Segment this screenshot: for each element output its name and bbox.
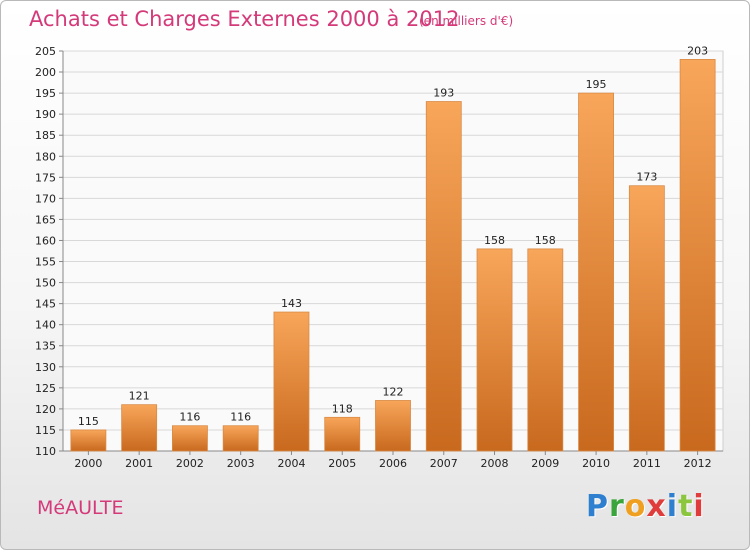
bar bbox=[375, 400, 411, 452]
x-tick-label: 2001 bbox=[125, 457, 153, 470]
x-tick-label: 2009 bbox=[531, 457, 559, 470]
bar bbox=[172, 425, 208, 452]
x-tick-label: 2005 bbox=[328, 457, 356, 470]
bar bbox=[578, 92, 614, 452]
bar bbox=[222, 425, 259, 452]
bar-value-label: 195 bbox=[586, 78, 607, 91]
bar bbox=[121, 404, 158, 452]
bar-value-label: 158 bbox=[484, 234, 505, 247]
bar-value-label: 115 bbox=[78, 415, 99, 428]
bar-value-label: 116 bbox=[230, 411, 251, 424]
x-tick-label: 2011 bbox=[633, 457, 661, 470]
bar-value-label: 118 bbox=[332, 402, 353, 415]
bar-value-label: 121 bbox=[129, 390, 150, 403]
y-tick-label: 135 bbox=[35, 340, 56, 353]
x-tick-label: 2002 bbox=[176, 457, 204, 470]
chart-title: Achats et Charges Externes 2000 à 2012 bbox=[29, 7, 460, 31]
bar-value-label: 203 bbox=[687, 44, 708, 57]
bar-value-label: 193 bbox=[433, 87, 454, 100]
bar-value-label: 173 bbox=[636, 171, 657, 184]
proxiti-logo: Proxiti bbox=[586, 489, 705, 524]
y-tick-label: 130 bbox=[35, 361, 56, 374]
y-tick-label: 145 bbox=[35, 298, 56, 311]
y-tick-label: 165 bbox=[35, 213, 56, 226]
logo-letter: i bbox=[693, 489, 705, 524]
y-tick-label: 175 bbox=[35, 171, 56, 184]
x-tick-label: 2007 bbox=[430, 457, 458, 470]
y-tick-label: 205 bbox=[35, 45, 56, 58]
x-tick-label: 2006 bbox=[379, 457, 407, 470]
logo-letter: r bbox=[609, 489, 625, 524]
bar bbox=[628, 185, 665, 452]
bar-value-label: 116 bbox=[179, 411, 200, 424]
bar bbox=[425, 101, 462, 452]
y-tick-label: 125 bbox=[35, 382, 56, 395]
x-tick-label: 2010 bbox=[582, 457, 610, 470]
bar-value-label: 158 bbox=[535, 234, 556, 247]
y-tick-label: 110 bbox=[35, 445, 56, 458]
logo-letter: i bbox=[666, 489, 679, 524]
bar bbox=[273, 311, 310, 452]
bar-value-label: 143 bbox=[281, 297, 302, 310]
logo-letter: o bbox=[624, 489, 647, 524]
y-tick-label: 170 bbox=[35, 192, 56, 205]
logo-letter: x bbox=[646, 489, 667, 524]
logo-letter: t bbox=[678, 489, 694, 524]
x-tick-label: 2004 bbox=[277, 457, 305, 470]
bar bbox=[527, 248, 564, 452]
x-tick-label: 2000 bbox=[74, 457, 102, 470]
bar bbox=[70, 429, 107, 452]
y-tick-label: 155 bbox=[35, 256, 56, 269]
logo-letter: P bbox=[586, 489, 609, 524]
y-tick-label: 140 bbox=[35, 319, 56, 332]
y-tick-label: 195 bbox=[35, 87, 56, 100]
y-tick-label: 150 bbox=[35, 277, 56, 290]
y-tick-label: 200 bbox=[35, 66, 56, 79]
bar bbox=[324, 416, 361, 452]
y-tick-label: 115 bbox=[35, 424, 56, 437]
bar bbox=[476, 248, 513, 452]
bar bbox=[679, 59, 716, 452]
commune-name: MéAULTE bbox=[37, 497, 124, 519]
chart-subtitle: (en milliers d'€) bbox=[419, 14, 514, 28]
y-tick-label: 190 bbox=[35, 108, 56, 121]
y-tick-label: 160 bbox=[35, 234, 56, 247]
y-tick-label: 180 bbox=[35, 150, 56, 163]
x-tick-label: 2012 bbox=[684, 457, 712, 470]
x-tick-label: 2008 bbox=[481, 457, 509, 470]
x-tick-label: 2003 bbox=[227, 457, 255, 470]
bar-value-label: 122 bbox=[383, 385, 404, 398]
y-tick-label: 120 bbox=[35, 403, 56, 416]
y-tick-label: 185 bbox=[35, 129, 56, 142]
